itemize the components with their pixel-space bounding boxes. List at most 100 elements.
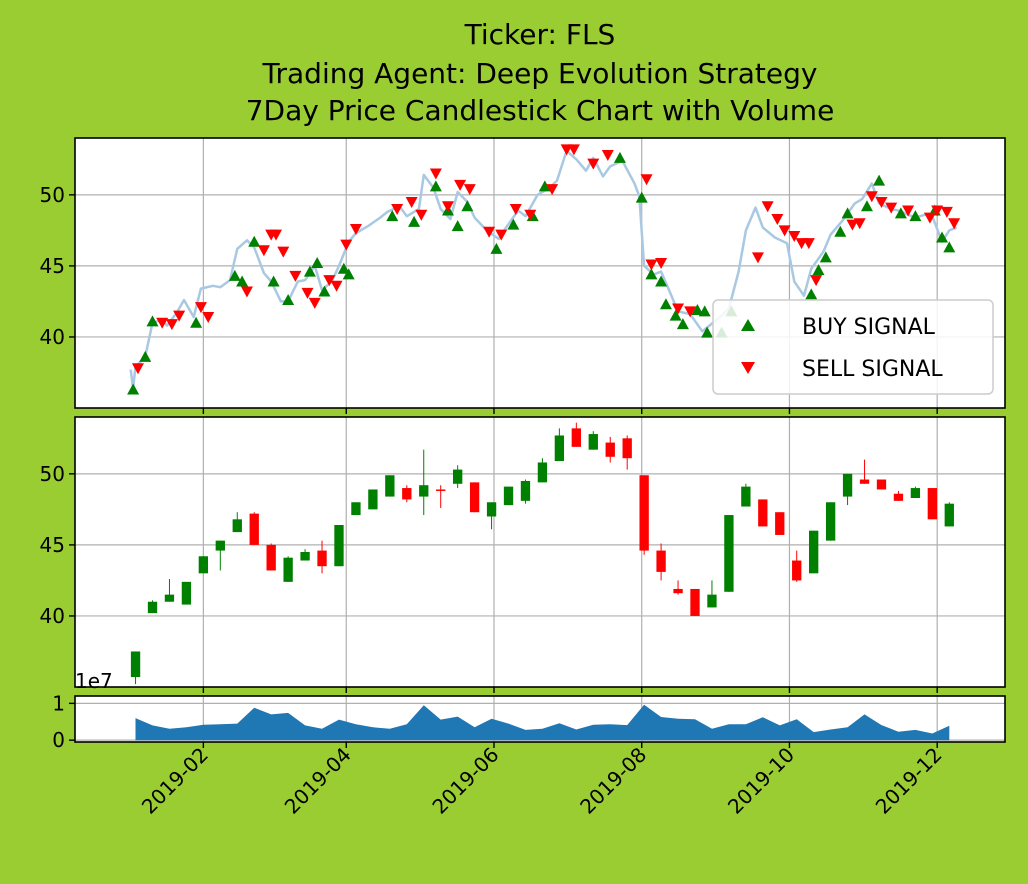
sell-signal-marker-3	[173, 310, 186, 322]
candle-44	[876, 479, 887, 490]
signals-panel: 40 45 50 BUY SIGNAL SELL SIGNAL	[40, 137, 1006, 409]
buy-signal-marker-30	[676, 318, 689, 330]
candle-body-7	[249, 513, 259, 545]
candle-17	[419, 449, 429, 516]
buy-signal-marker-19	[461, 200, 474, 212]
sell-signal-marker-26	[495, 229, 508, 241]
buy-signal-marker-21	[507, 218, 520, 230]
candle-7	[249, 512, 259, 545]
buy-signal-marker-6	[248, 235, 261, 247]
candle-body-38	[775, 512, 785, 535]
candle-body-45	[893, 493, 904, 501]
legend-box	[712, 299, 994, 395]
candle-8	[266, 543, 276, 571]
sell-signal-marker-16	[340, 239, 353, 251]
sell-signal-marker-5	[202, 312, 215, 324]
sell-signal-marker-33	[601, 150, 614, 162]
candle-body-33	[690, 588, 700, 616]
candlestick-plot-area	[75, 417, 1005, 687]
sell-signal-marker-31	[567, 144, 580, 156]
candle-body-21	[486, 502, 497, 517]
sell-signal-marker-7	[257, 245, 270, 257]
candle-body-16	[402, 488, 412, 500]
buy-signal-marker-41	[860, 200, 873, 212]
sell-signal-marker-9	[270, 229, 283, 241]
candle-0	[130, 651, 141, 685]
candlestick-ytick-label-1: 45	[40, 533, 65, 557]
buy-signal-marker-7	[267, 275, 280, 287]
candle-31	[656, 543, 666, 581]
candle-21	[486, 502, 497, 530]
candle-body-14	[368, 489, 378, 510]
candle-body-13	[351, 502, 361, 516]
candle-body-31	[656, 550, 666, 572]
sell-signal-marker-11	[289, 270, 302, 282]
sell-signal-marker-27	[509, 204, 522, 216]
candle-39	[792, 550, 802, 582]
candle-body-46	[910, 488, 921, 498]
buy-signal-marker-44	[909, 210, 922, 222]
buy-signal-marker-5	[236, 275, 249, 287]
buy-signal-marker-13	[342, 268, 355, 280]
sell-signal-marker-49	[865, 191, 878, 203]
buy-signal-marker-8	[282, 294, 295, 305]
candle-body-15	[385, 475, 395, 497]
legend-sell-label: SELL SIGNAL	[802, 357, 943, 382]
sell-signal-marker-4	[194, 302, 207, 314]
sell-signal-marker-39	[751, 252, 764, 264]
candle-body-34	[707, 594, 717, 608]
sell-signal-marker-38	[684, 306, 697, 318]
candle-11	[317, 540, 327, 574]
signals-ytick-label-1: 45	[40, 254, 65, 278]
candle-47	[927, 488, 938, 520]
candle-3	[181, 581, 192, 605]
candle-10	[300, 549, 310, 561]
candle-28	[605, 436, 615, 463]
sell-signal-marker-50	[875, 196, 888, 208]
candle-12	[334, 525, 344, 567]
candle-body-44	[876, 479, 887, 490]
buy-signal-marker-23	[538, 180, 551, 192]
buy-signal-marker-16	[429, 180, 442, 192]
candle-body-9	[283, 557, 293, 582]
sell-signal-marker-10	[277, 246, 290, 258]
sell-signal-marker-56	[948, 218, 961, 230]
volume-area-layer	[135, 704, 950, 741]
buy-signal-marker-0	[127, 383, 140, 395]
candle-body-11	[317, 550, 327, 567]
candle-body-12	[334, 525, 344, 567]
candle-body-6	[232, 519, 242, 533]
candle-34	[707, 580, 717, 608]
sell-signal-marker-36	[655, 258, 668, 270]
volume-ytick-label-0: 0	[52, 728, 65, 752]
candle-body-26	[571, 428, 581, 447]
volume-area	[135, 704, 950, 741]
candle-body-8	[266, 544, 276, 571]
sell-signal-marker-48	[853, 218, 866, 230]
sell-signal-marker-41	[771, 214, 784, 225]
candle-body-43	[859, 479, 870, 484]
candle-22	[503, 486, 514, 506]
legend-buy-label: BUY SIGNAL	[802, 315, 936, 340]
candle-body-25	[554, 435, 565, 462]
buy-signal-marker-39	[834, 225, 847, 237]
volume-panel: 1e7 01	[52, 669, 1006, 752]
volume-frame	[74, 695, 1006, 743]
sell-signal-marker-54	[931, 205, 944, 217]
candlestick-ytick-label-0: 40	[40, 604, 65, 628]
candle-26	[571, 422, 581, 447]
candlestick-y-ticks: 40 45 50	[40, 462, 75, 628]
sell-signal-marker-12	[301, 287, 314, 299]
candle-body-20	[469, 482, 480, 513]
buy-signal-marker-31	[691, 303, 704, 315]
candle-43	[859, 459, 870, 484]
legend: BUY SIGNAL SELL SIGNAL	[712, 299, 994, 395]
candle-25	[554, 428, 565, 462]
sell-signal-marker-1	[156, 317, 169, 329]
candle-24	[537, 458, 548, 483]
sell-signal-marker-19	[405, 196, 418, 208]
sell-signal-marker-17	[349, 223, 362, 235]
sell-signal-marker-47	[846, 219, 859, 231]
candle-33	[690, 588, 700, 616]
sell-signal-marker-23	[454, 179, 467, 191]
